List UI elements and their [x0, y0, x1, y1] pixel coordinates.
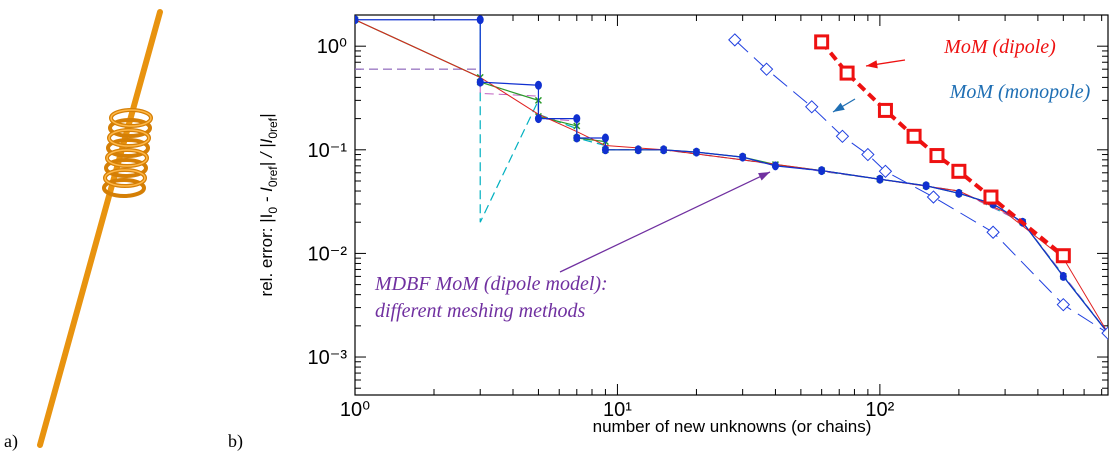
- annotation: MoM (dipole): [943, 36, 1056, 58]
- antenna-image: [40, 12, 160, 445]
- y-axis-label: rel. error: |I0 - I0ref| / |I0ref|: [257, 114, 280, 297]
- marker: [953, 165, 965, 177]
- y-tick-label: 10⁰: [317, 36, 347, 58]
- marker: [693, 148, 700, 157]
- marker: [841, 67, 853, 79]
- annotation: MoM (monopole): [949, 81, 1091, 103]
- y-label-subscript: 0ref: [266, 117, 280, 138]
- marker: [772, 161, 779, 170]
- marker: [660, 145, 667, 154]
- marker: [1102, 327, 1111, 339]
- marker: [816, 36, 828, 48]
- panel-label: a): [4, 431, 18, 452]
- annotation: MDBF MoM (dipole model):: [374, 273, 608, 295]
- marker: [535, 81, 542, 90]
- figure: a) b) number of new unknowns (or chains)…: [0, 0, 1111, 455]
- marker: [602, 133, 609, 142]
- arrow-head: [866, 60, 878, 68]
- marker: [923, 181, 930, 190]
- marker: [739, 153, 746, 162]
- x-tick-label: 10²: [865, 399, 894, 421]
- marker: [876, 175, 883, 184]
- marker: [879, 104, 891, 116]
- marker: [818, 166, 825, 175]
- marker: [985, 191, 997, 203]
- marker: [352, 15, 359, 24]
- marker: [477, 15, 484, 24]
- marker: [635, 145, 642, 154]
- marker: [573, 133, 580, 142]
- y-tick-label: 10⁻²: [308, 243, 348, 265]
- y-label-part: - I: [257, 187, 276, 207]
- x-tick-label: 10⁰: [340, 399, 370, 421]
- arrow-head: [758, 172, 770, 181]
- y-label-subscript: 0ref: [266, 166, 280, 187]
- marker: [927, 191, 939, 203]
- y-tick-label: 10⁻¹: [308, 140, 348, 162]
- y-label-part: rel. error: |I: [257, 214, 276, 297]
- marker: [573, 114, 580, 123]
- marker: [602, 145, 609, 154]
- x-axis-label: number of new unknowns (or chains): [593, 417, 872, 436]
- marker: [535, 114, 542, 123]
- marker: [1057, 250, 1069, 262]
- marker: [862, 149, 874, 161]
- panel-label: b): [228, 431, 243, 452]
- x-tick-label: 10¹: [603, 399, 632, 421]
- marker: [477, 78, 484, 87]
- marker: [931, 150, 943, 162]
- y-tick-label: 10⁻³: [308, 347, 348, 369]
- y-label-part: | / |I: [257, 138, 276, 166]
- marker: [1060, 272, 1067, 281]
- marker: [955, 189, 962, 198]
- annotation: different meshing methods: [375, 300, 586, 322]
- annotation-arrow: [560, 172, 770, 272]
- marker: [908, 130, 920, 142]
- y-label-part: |: [257, 114, 276, 118]
- arrow-head: [833, 103, 845, 112]
